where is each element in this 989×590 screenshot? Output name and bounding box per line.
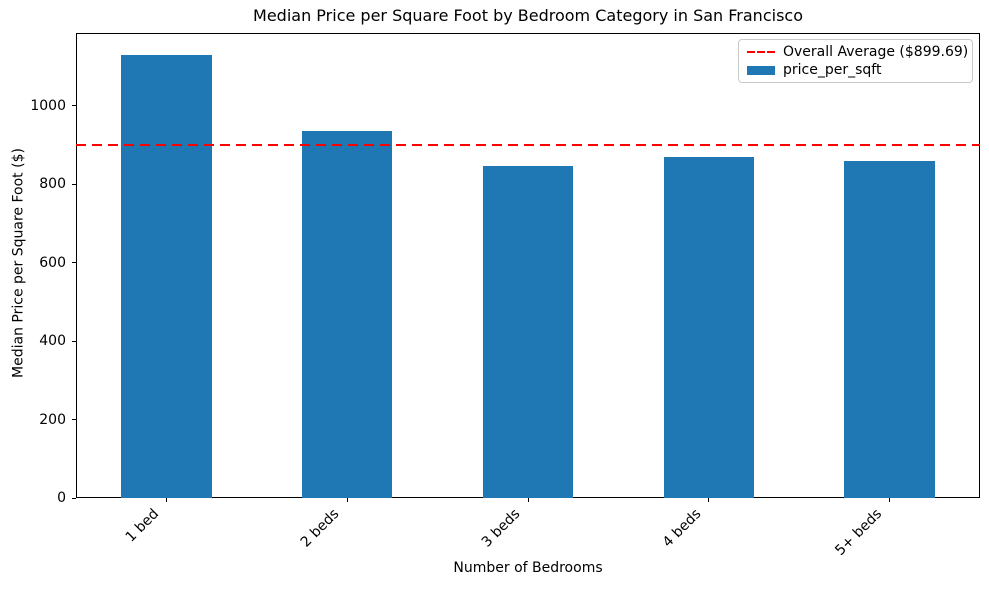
y-tick-mark [72,105,76,107]
bar-5-beds [844,160,935,498]
x-tick-label: 3 beds [478,506,524,551]
legend: Overall Average ($899.69) price_per_sqft [738,39,973,83]
x-tick-label: 5+ beds [832,506,885,559]
x-tick-label: 1 bed [122,506,162,546]
bar-4-beds [663,156,754,498]
y-tick-mark [72,262,76,264]
bars-layer [76,33,980,498]
legend-label-average: Overall Average ($899.69) [783,44,969,60]
y-tick-mark [72,183,76,185]
y-tick-mark [72,497,76,499]
x-tick-mark [708,498,710,502]
x-tick-mark [165,498,167,502]
overlay-layer [76,33,980,498]
y-tick-mark [72,419,76,421]
legend-entry-series: price_per_sqft [747,61,964,79]
y-tick-label: 400 [39,333,66,350]
chart-title: Median Price per Square Foot by Bedroom … [253,6,803,25]
y-tick-label: 800 [39,176,66,193]
x-axis-label: Number of Bedrooms [453,560,603,576]
dashed-line-swatch [747,51,775,53]
y-tick-mark [72,340,76,342]
legend-label-series: price_per_sqft [783,62,882,78]
x-tick-mark [527,498,529,502]
y-tick-label: 0 [57,490,66,506]
x-tick-mark [889,498,891,502]
bar-2-beds [302,131,393,498]
legend-entry-average: Overall Average ($899.69) [747,43,968,61]
x-tick-mark [346,498,348,502]
y-tick-label: 200 [39,411,66,428]
bar-color-swatch [747,65,775,75]
average-reference-line [76,144,980,147]
y-tick-label: 1000 [30,97,66,114]
x-tick-label: 4 beds [659,506,705,551]
bar-3-beds [482,166,574,498]
bar-1-bed [121,54,212,498]
y-tick-label: 600 [39,254,66,271]
x-tick-label: 2 beds [297,506,343,551]
